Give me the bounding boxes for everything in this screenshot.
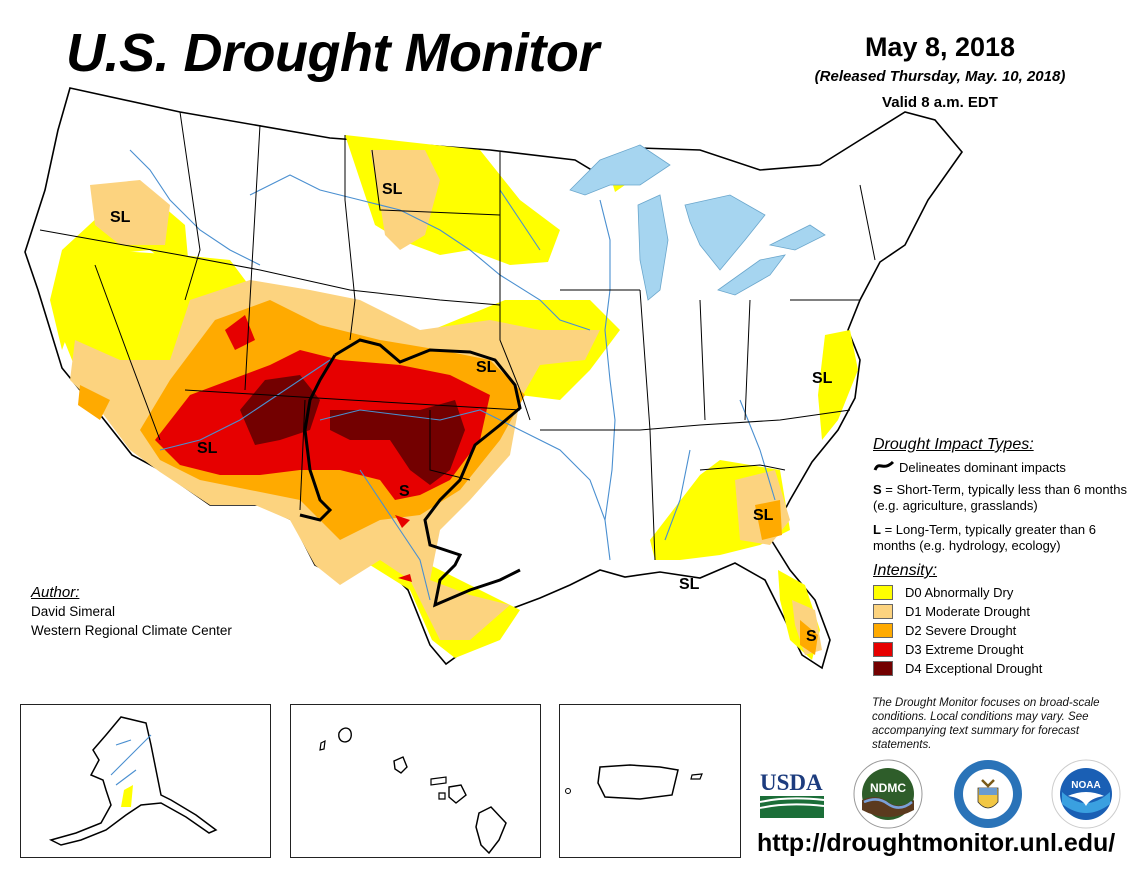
usda-logo: USDA bbox=[758, 768, 826, 820]
impact-label-panhandle: S bbox=[399, 483, 410, 500]
impact-labels: SL SL SL SL S SL SL SL S bbox=[110, 181, 833, 645]
impact-label-georgia: SL bbox=[753, 507, 774, 524]
ndmc-logo: NDMC bbox=[852, 758, 924, 830]
impact-label-oregon: SL bbox=[110, 209, 131, 226]
tilde-line-icon bbox=[873, 460, 899, 475]
impact-label-arizona: SL bbox=[197, 440, 218, 457]
impact-label-kansas: SL bbox=[476, 359, 497, 376]
intensity-heading: Intensity: bbox=[873, 562, 938, 579]
author-name: David Simeral bbox=[31, 604, 116, 619]
legend-item-d2: D2 Severe Drought bbox=[873, 621, 1133, 640]
valid-time: Valid 8 a.m. EDT bbox=[882, 94, 998, 111]
long-term-definition: L = Long-Term, typically greater than 6 … bbox=[873, 522, 1096, 553]
impact-line-key: Delineates dominant impacts bbox=[873, 460, 1133, 475]
legend: Drought Impact Types: Delineates dominan… bbox=[873, 436, 1133, 678]
impact-types-heading: Drought Impact Types: bbox=[873, 436, 1034, 453]
noaa-logo: NOAA bbox=[1050, 758, 1122, 830]
impact-label-virginia: SL bbox=[812, 370, 833, 387]
impact-label-north-dakota: SL bbox=[382, 181, 403, 198]
legend-item-d4: D4 Exceptional Drought bbox=[873, 659, 1133, 678]
state-borders bbox=[39, 111, 876, 561]
d0-swatch bbox=[873, 585, 893, 600]
author-heading: Author: bbox=[31, 584, 80, 601]
d4-exceptional-drought-areas bbox=[240, 375, 465, 485]
legend-item-d1: D1 Moderate Drought bbox=[873, 602, 1133, 621]
legend-item-d3: D3 Extreme Drought bbox=[873, 640, 1133, 659]
author-block: Author: David Simeral Western Regional C… bbox=[31, 583, 232, 640]
great-lakes bbox=[569, 144, 826, 301]
alaska-map bbox=[48, 716, 218, 846]
rivers bbox=[129, 149, 776, 601]
release-date: (Released Thursday, May. 10, 2018) bbox=[814, 68, 1066, 85]
disclaimer-text: The Drought Monitor focuses on broad-sca… bbox=[872, 697, 1100, 751]
author-organization: Western Regional Climate Center bbox=[31, 623, 232, 638]
map-title: U.S. Drought Monitor bbox=[66, 23, 599, 83]
svg-text:USDA: USDA bbox=[760, 770, 823, 795]
impact-delineation-lines bbox=[299, 338, 522, 608]
impact-label-gulf-coast: SL bbox=[679, 576, 700, 593]
d4-swatch bbox=[873, 661, 893, 676]
inset-puerto-rico bbox=[559, 704, 741, 858]
d3-swatch bbox=[873, 642, 893, 657]
map-date: May 8, 2018 bbox=[864, 32, 1016, 62]
short-term-definition: S = Short-Term, typically less than 6 mo… bbox=[873, 482, 1127, 513]
puerto-rico-map bbox=[565, 764, 703, 800]
legend-item-d0: D0 Abnormally Dry bbox=[873, 583, 1133, 602]
svg-text:NOAA: NOAA bbox=[1071, 780, 1100, 791]
inset-alaska bbox=[20, 704, 271, 858]
conus-drought-map: SL SL SL SL S SL SL SL S bbox=[24, 87, 964, 670]
inset-hawaii bbox=[290, 704, 541, 858]
d2-swatch bbox=[873, 623, 893, 638]
hawaii-map bbox=[319, 727, 507, 855]
d1-swatch bbox=[873, 604, 893, 619]
drought-monitor-url[interactable]: http://droughtmonitor.unl.edu/ bbox=[757, 829, 1116, 857]
impact-label-florida: S bbox=[806, 628, 817, 645]
svg-text:NDMC: NDMC bbox=[870, 781, 906, 795]
department-of-commerce-logo bbox=[952, 758, 1024, 830]
